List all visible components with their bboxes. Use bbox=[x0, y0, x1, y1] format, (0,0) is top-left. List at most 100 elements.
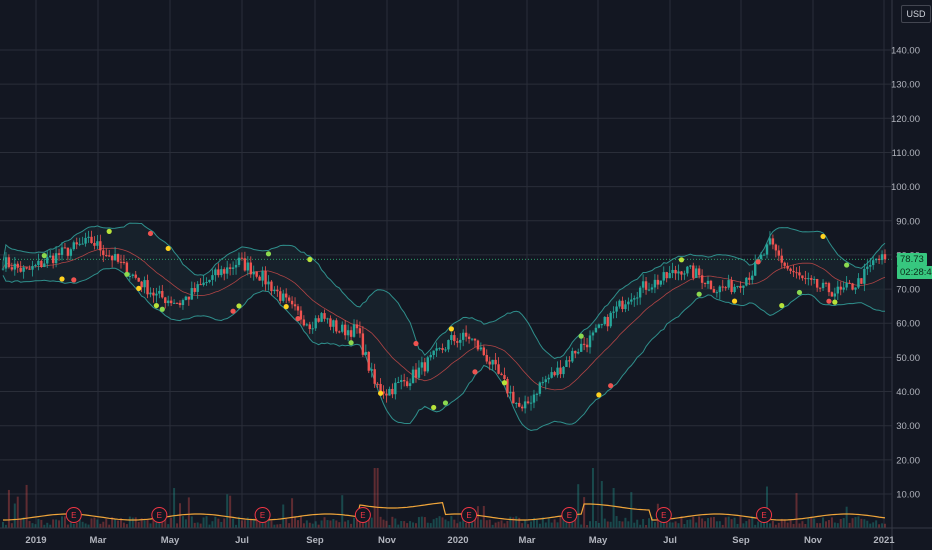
candle-body bbox=[405, 381, 409, 386]
volume-bar bbox=[798, 523, 801, 528]
volume-bar bbox=[881, 523, 884, 528]
candle-body bbox=[75, 242, 78, 245]
candle-body bbox=[638, 287, 642, 298]
candle-body bbox=[453, 335, 456, 342]
candle-body bbox=[261, 270, 264, 281]
volume-bar bbox=[40, 519, 43, 528]
signal-dot bbox=[377, 390, 384, 396]
volume-bar bbox=[426, 522, 429, 528]
candle-body bbox=[402, 380, 406, 382]
candle-body bbox=[647, 289, 651, 291]
candle-body bbox=[225, 267, 229, 274]
volume-bar bbox=[878, 524, 881, 528]
candle-body bbox=[745, 277, 748, 286]
candle-body bbox=[155, 293, 158, 296]
candle-body bbox=[373, 369, 376, 384]
candle-body bbox=[78, 243, 81, 245]
volume-bars bbox=[2, 468, 886, 528]
time-axis[interactable]: 2019 Mar May Jul Sep Nov 2020 Mar May Jul Sep Nov 20… bbox=[0, 527, 932, 546]
volume-bar bbox=[645, 524, 648, 528]
volume-bar bbox=[403, 521, 406, 528]
candle-body bbox=[99, 241, 102, 251]
candle-body bbox=[137, 277, 140, 282]
candle-body bbox=[724, 287, 727, 289]
volume-bar bbox=[220, 521, 223, 528]
candle-body bbox=[874, 258, 878, 261]
earnings-label: E bbox=[360, 511, 365, 520]
candle-body bbox=[48, 255, 52, 258]
candle-body bbox=[34, 265, 37, 267]
candle-body bbox=[273, 289, 276, 292]
candle-body bbox=[544, 379, 547, 383]
volume-bar bbox=[329, 520, 332, 528]
candle-body bbox=[314, 318, 317, 329]
signal-dot bbox=[678, 257, 685, 263]
volume-bar bbox=[19, 519, 22, 528]
currency-label[interactable]: USD bbox=[901, 5, 931, 23]
signal-dot bbox=[153, 302, 159, 309]
candle-body bbox=[692, 265, 695, 278]
signal-dot bbox=[265, 251, 272, 257]
volume-bar bbox=[28, 521, 31, 528]
y-tick-label: 30.00 bbox=[896, 421, 920, 432]
volume-bar bbox=[111, 517, 114, 528]
volume-bar bbox=[385, 520, 388, 528]
volume-bar bbox=[827, 519, 830, 528]
volume-bar bbox=[789, 519, 792, 528]
volume-bar bbox=[783, 519, 786, 528]
volume-bar bbox=[364, 521, 367, 528]
volume-bar bbox=[350, 523, 353, 528]
candle-body bbox=[727, 280, 730, 288]
volume-bar bbox=[155, 521, 158, 528]
candle-body bbox=[883, 254, 887, 260]
volume-bar bbox=[857, 516, 860, 528]
volume-bar bbox=[276, 524, 279, 528]
candle-body bbox=[411, 369, 415, 384]
volume-bar bbox=[538, 523, 541, 528]
signal-dot bbox=[295, 316, 301, 322]
volume-bar bbox=[367, 518, 370, 528]
volume-bar bbox=[683, 523, 686, 528]
candle-body bbox=[199, 284, 202, 286]
candle-body bbox=[485, 355, 488, 362]
candle-body bbox=[562, 366, 565, 375]
volume-bar bbox=[512, 517, 515, 528]
candle-body bbox=[290, 300, 294, 305]
volume-bar bbox=[78, 519, 81, 528]
candle-body bbox=[335, 320, 338, 332]
candle-body bbox=[739, 285, 742, 288]
candle-body bbox=[529, 402, 533, 404]
candle-body bbox=[842, 287, 845, 290]
volume-bar bbox=[347, 520, 350, 528]
candle-body bbox=[597, 324, 601, 328]
volume-bar bbox=[102, 521, 105, 528]
candle-body bbox=[553, 372, 556, 376]
volume-bar bbox=[668, 522, 671, 528]
volume-bar bbox=[763, 518, 766, 528]
volume-bar bbox=[845, 506, 848, 528]
candle-body bbox=[683, 273, 686, 275]
candle-body bbox=[96, 241, 99, 246]
volume-bar bbox=[317, 524, 320, 528]
candle-body bbox=[686, 266, 689, 274]
volume-bar bbox=[757, 521, 760, 528]
y-tick-label: 60.00 bbox=[896, 319, 920, 330]
price-candles bbox=[1, 230, 887, 414]
volume-bar bbox=[733, 517, 736, 528]
volume-bar bbox=[488, 519, 491, 528]
bollinger-bands bbox=[0, 222, 892, 432]
volume-bar bbox=[252, 518, 255, 528]
volume-bar bbox=[108, 524, 111, 528]
candle-body bbox=[783, 262, 786, 266]
candle-body bbox=[591, 332, 595, 336]
candle-body bbox=[158, 290, 161, 294]
volume-bar bbox=[482, 505, 485, 528]
volume-bar bbox=[49, 524, 52, 528]
volume-bar bbox=[754, 524, 757, 528]
volume-bar bbox=[633, 522, 636, 528]
volume-bar bbox=[650, 516, 653, 528]
x-tick-label: 2020 bbox=[447, 535, 468, 546]
candle-body bbox=[488, 361, 491, 365]
candle-body bbox=[526, 401, 530, 404]
